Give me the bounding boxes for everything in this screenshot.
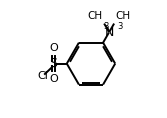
Text: 3: 3 [103,22,108,31]
Text: 3: 3 [117,22,123,31]
Text: CH: CH [88,11,103,21]
Text: Cl: Cl [38,71,49,81]
Text: S: S [50,57,58,70]
Text: O: O [49,74,58,84]
Text: N: N [104,26,114,39]
Text: O: O [49,43,58,53]
Text: CH: CH [115,11,131,21]
